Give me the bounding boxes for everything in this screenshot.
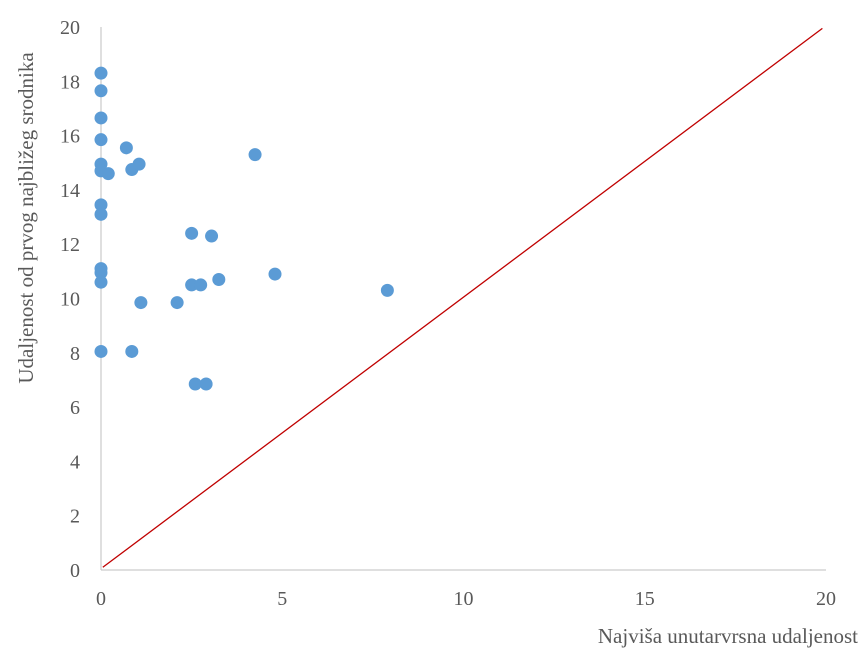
data-point bbox=[212, 272, 226, 286]
x-tick-labels: 0 5 10 15 20 bbox=[96, 588, 836, 610]
y-tick-label: 18 bbox=[60, 71, 80, 93]
y-tick-label: 10 bbox=[60, 289, 80, 311]
data-point bbox=[194, 278, 208, 292]
y-tick-label: 14 bbox=[60, 180, 80, 202]
y-axis-title: Udaljenost od prvog najbližeg srodnika bbox=[14, 52, 38, 384]
y-tick-label: 8 bbox=[70, 343, 80, 365]
data-point bbox=[94, 84, 108, 98]
data-point bbox=[94, 344, 108, 358]
y-tick-label: 16 bbox=[60, 126, 80, 148]
y-tick-label: 2 bbox=[70, 506, 80, 528]
y-tick-label: 6 bbox=[70, 397, 80, 419]
data-point bbox=[125, 344, 139, 358]
y-tick-label: 12 bbox=[60, 234, 80, 256]
x-tick-label: 15 bbox=[635, 588, 655, 610]
y-tick-label: 20 bbox=[60, 17, 80, 39]
y-tick-label: 4 bbox=[70, 451, 80, 473]
data-point bbox=[185, 278, 199, 292]
data-point bbox=[134, 296, 148, 310]
data-point bbox=[268, 267, 282, 281]
data-point bbox=[94, 133, 108, 147]
axes bbox=[100, 27, 826, 571]
data-point bbox=[94, 275, 108, 289]
data-point bbox=[248, 148, 262, 162]
data-point bbox=[119, 141, 133, 155]
data-point bbox=[188, 377, 202, 391]
data-point bbox=[94, 111, 108, 125]
data-point bbox=[94, 198, 108, 212]
y-tick-labels: 0 2 4 6 8 10 12 14 16 18 20 bbox=[60, 17, 80, 582]
data-point bbox=[94, 207, 108, 221]
data-point bbox=[199, 377, 213, 391]
data-point bbox=[94, 266, 108, 280]
data-point bbox=[185, 226, 199, 240]
x-tick-label: 10 bbox=[454, 588, 474, 610]
data-point bbox=[170, 296, 184, 310]
y-tick-label: 0 bbox=[70, 560, 80, 582]
x-tick-label: 5 bbox=[277, 588, 287, 610]
data-point bbox=[132, 157, 146, 171]
data-point bbox=[205, 229, 219, 243]
x-tick-label: 20 bbox=[816, 588, 836, 610]
data-point bbox=[380, 283, 394, 297]
x-tick-label: 0 bbox=[96, 588, 106, 610]
reference-line bbox=[102, 27, 823, 568]
data-point bbox=[94, 66, 108, 80]
x-axis-title: Najviša unutarvrsna udaljenost bbox=[598, 624, 858, 648]
data-point bbox=[101, 167, 115, 181]
data-points bbox=[94, 66, 394, 391]
